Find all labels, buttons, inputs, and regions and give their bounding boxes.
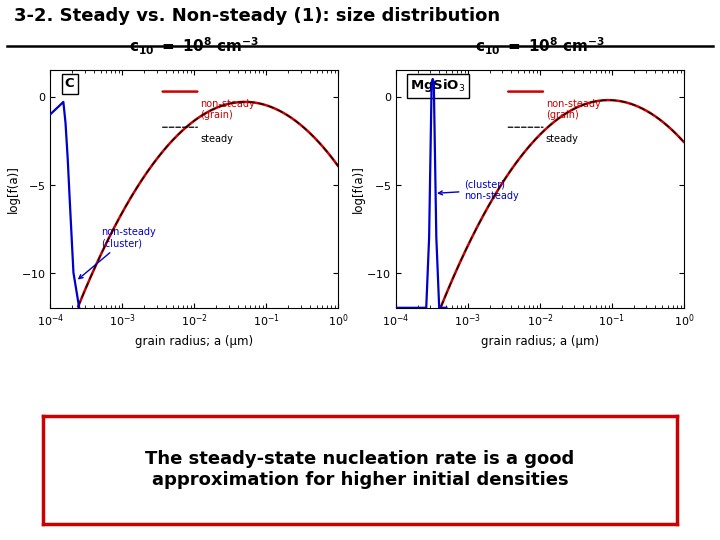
X-axis label: grain radius; a (μm): grain radius; a (μm) bbox=[135, 335, 253, 348]
Text: 3-2. Steady vs. Non-steady (1): size distribution: 3-2. Steady vs. Non-steady (1): size dis… bbox=[14, 7, 500, 25]
Text: non-steady
(grain): non-steady (grain) bbox=[546, 99, 600, 120]
Text: steady: steady bbox=[200, 134, 233, 144]
Text: $\mathbf{c_{10}}\ \mathbf{=}\ \mathbf{10^8}\ \mathbf{cm^{-3}}$: $\mathbf{c_{10}}\ \mathbf{=}\ \mathbf{10… bbox=[475, 35, 605, 57]
Text: non-steady
(grain): non-steady (grain) bbox=[200, 99, 255, 120]
Text: non-steady
(cluster): non-steady (cluster) bbox=[79, 227, 156, 279]
Y-axis label: log[f(a)]: log[f(a)] bbox=[352, 165, 365, 213]
Y-axis label: log[f(a)]: log[f(a)] bbox=[6, 165, 19, 213]
Text: $\mathbf{c_{10}}\ \mathbf{=}\ \mathbf{10^8}\ \mathbf{cm^{-3}}$: $\mathbf{c_{10}}\ \mathbf{=}\ \mathbf{10… bbox=[130, 35, 259, 57]
Text: MgSiO$_3$: MgSiO$_3$ bbox=[410, 77, 466, 94]
Text: (cluster)
non-steady: (cluster) non-steady bbox=[438, 179, 519, 201]
X-axis label: grain radius; a (μm): grain radius; a (μm) bbox=[481, 335, 599, 348]
Text: The steady-state nucleation rate is a good
approximation for higher initial dens: The steady-state nucleation rate is a go… bbox=[145, 450, 575, 489]
Text: steady: steady bbox=[546, 134, 579, 144]
Text: C: C bbox=[65, 77, 74, 90]
